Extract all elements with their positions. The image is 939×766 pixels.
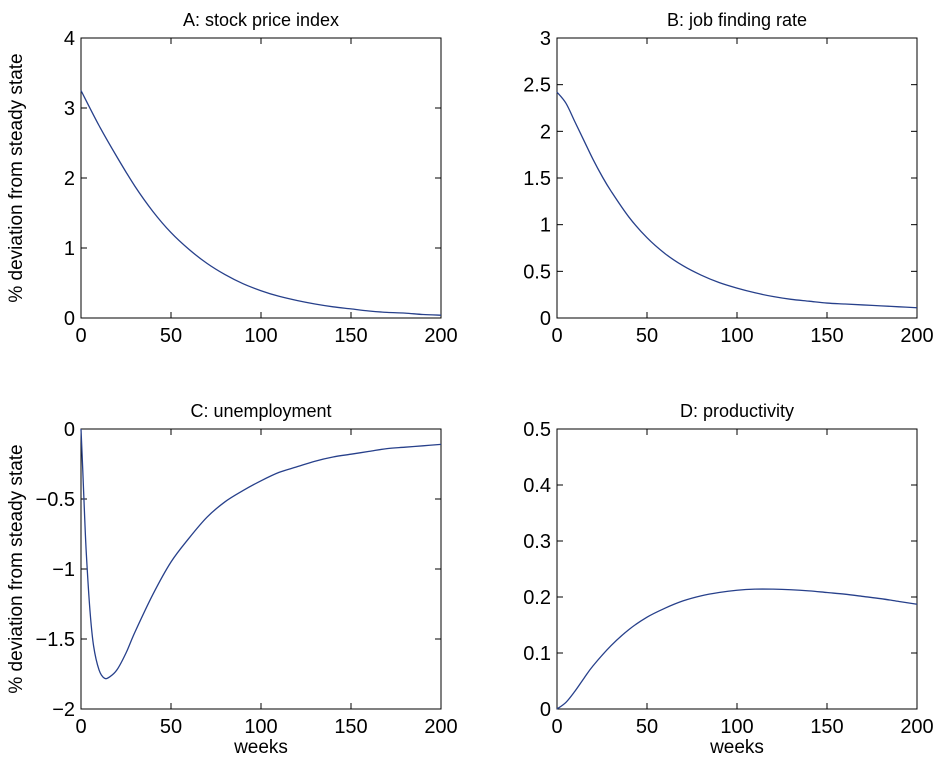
y-tick-label: 0 <box>540 308 551 330</box>
x-tick-label: 50 <box>636 716 658 738</box>
x-tick-label: 0 <box>551 325 562 347</box>
y-tick-label: 1.5 <box>523 168 551 190</box>
x-tick-label: 50 <box>636 325 658 347</box>
y-tick-label: 0.4 <box>523 475 551 497</box>
x-tick-label: 200 <box>424 325 457 347</box>
y-tick-label: 3 <box>64 98 75 120</box>
x-tick-label: 50 <box>160 716 182 738</box>
x-tick-label: 50 <box>160 325 182 347</box>
panel-title: A: stock price index <box>183 10 339 30</box>
series-line <box>556 588 918 710</box>
y-axis-label: % deviation from steady state <box>6 444 27 693</box>
panel-a-stock-price-index: A: stock price index 0 50 100 150 200 0 1 2 3 4 % d… <box>6 10 458 347</box>
x-tick-label: 0 <box>75 325 86 347</box>
y-tick-label: 3 <box>540 28 551 50</box>
y-tick-label: 2 <box>540 121 551 143</box>
x-tick-label: 100 <box>244 325 277 347</box>
x-tick-label: 100 <box>720 716 753 738</box>
panel-title: B: job finding rate <box>667 10 807 30</box>
y-tick-label: −1 <box>52 559 75 581</box>
y-tick-label: −2 <box>52 699 75 721</box>
x-axis-label: weeks <box>709 737 764 758</box>
panel-c-unemployment: C: unemployment 0 50 100 150 200 −2 −1.5 −1 −0.5 0… <box>6 401 458 758</box>
x-tick-label: 150 <box>334 325 367 347</box>
y-axis-label: % deviation from steady state <box>6 53 27 302</box>
panel-d-productivity: D: productivity 0 50 100 150 200 0 0.1 0.2 0.3 0.4… <box>523 401 934 758</box>
x-tick-label: 100 <box>720 325 753 347</box>
panel-title: D: productivity <box>680 401 794 421</box>
x-tick-label: 150 <box>810 716 843 738</box>
x-axis-label: weeks <box>233 737 288 758</box>
series-line <box>556 91 918 309</box>
y-tick-label: 0.5 <box>523 261 551 283</box>
series-line <box>80 428 442 680</box>
plot-frame <box>80 37 442 319</box>
y-tick-label: 2.5 <box>523 75 551 97</box>
y-tick-label: 1 <box>64 238 75 260</box>
y-tick-label: −1.5 <box>36 629 75 651</box>
series-line <box>80 90 442 316</box>
x-tick-label: 0 <box>75 716 86 738</box>
y-tick-label: 0.1 <box>523 643 551 665</box>
y-tick-label: 1 <box>540 215 551 237</box>
plot-frame <box>80 428 442 710</box>
y-tick-label: 2 <box>64 168 75 190</box>
y-tick-label: −0.5 <box>36 489 75 511</box>
plot-frame <box>556 428 918 710</box>
y-tick-label: 0 <box>64 419 75 441</box>
x-tick-label: 150 <box>334 716 367 738</box>
x-tick-label: 200 <box>424 716 457 738</box>
x-tick-label: 150 <box>810 325 843 347</box>
x-tick-label: 100 <box>244 716 277 738</box>
y-tick-label: 0.3 <box>523 531 551 553</box>
y-tick-label: 0 <box>540 699 551 721</box>
x-tick-label: 200 <box>900 716 933 738</box>
y-tick-label: 0.5 <box>523 419 551 441</box>
x-tick-label: 0 <box>551 716 562 738</box>
panel-b-job-finding-rate: B: job finding rate 0 50 100 150 200 0 0.5 1 1.5 2… <box>523 10 934 347</box>
y-tick-label: 0 <box>64 308 75 330</box>
plot-frame <box>556 37 918 319</box>
y-tick-label: 4 <box>64 28 75 50</box>
y-tick-label: 0.2 <box>523 587 551 609</box>
x-tick-label: 200 <box>900 325 933 347</box>
panel-title: C: unemployment <box>190 401 331 421</box>
